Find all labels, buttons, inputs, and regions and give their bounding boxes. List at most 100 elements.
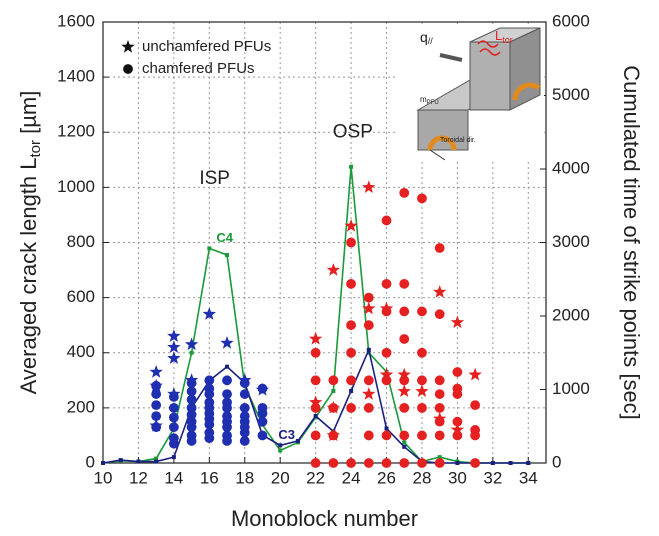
line-point xyxy=(366,347,371,352)
line-point xyxy=(349,388,354,393)
annotation: OSP xyxy=(333,121,373,142)
point xyxy=(415,384,429,397)
point xyxy=(381,278,392,289)
line-point xyxy=(118,458,123,463)
point xyxy=(149,365,163,378)
point xyxy=(204,427,215,438)
x-tick-label: 22 xyxy=(306,468,325,487)
point xyxy=(168,433,179,444)
x-tick-label: 14 xyxy=(164,468,183,487)
inset-q-sub: // xyxy=(428,36,434,46)
inset-m: mPFU xyxy=(420,95,439,105)
line-point xyxy=(154,459,159,464)
point xyxy=(381,430,392,441)
x-tick-label: 16 xyxy=(200,468,219,487)
point xyxy=(309,395,323,408)
point xyxy=(310,375,321,386)
y-tick-label: 400 xyxy=(67,342,95,361)
point xyxy=(381,215,392,226)
point xyxy=(363,292,374,303)
point xyxy=(434,389,445,399)
y-axis-title: Averaged crack length Ltor [µm] xyxy=(16,91,44,395)
point xyxy=(434,402,445,413)
y2-tick-label: 5000 xyxy=(552,85,590,104)
line-point xyxy=(490,461,495,465)
point xyxy=(452,416,463,427)
point xyxy=(452,389,463,399)
point xyxy=(346,237,356,248)
x-tick-label: 34 xyxy=(519,468,538,487)
point xyxy=(399,430,410,441)
line-point xyxy=(207,246,212,251)
point xyxy=(328,375,339,386)
x-tick-label: 24 xyxy=(342,468,361,487)
point xyxy=(204,375,215,386)
point xyxy=(363,458,374,468)
x-tick-label: 10 xyxy=(94,468,113,487)
point xyxy=(470,458,481,468)
x-tick-label: 28 xyxy=(412,468,431,487)
point xyxy=(346,458,356,468)
y-tick-label: 1000 xyxy=(57,177,95,196)
point xyxy=(151,411,162,422)
point xyxy=(434,458,445,468)
point xyxy=(397,367,411,381)
point xyxy=(381,375,392,386)
point xyxy=(186,416,197,427)
point xyxy=(399,187,410,198)
point xyxy=(186,386,197,397)
line-point xyxy=(437,455,442,460)
point xyxy=(326,263,340,276)
line-point xyxy=(526,461,531,465)
x-tick-label: 20 xyxy=(271,468,290,487)
inset-block xyxy=(417,109,469,151)
point xyxy=(309,332,323,345)
point xyxy=(381,458,392,468)
point xyxy=(257,383,268,394)
point xyxy=(310,430,321,441)
point xyxy=(346,278,356,289)
line-point xyxy=(171,455,176,460)
point xyxy=(346,402,356,413)
point xyxy=(168,402,179,413)
inset-m-text: m xyxy=(420,95,427,104)
inset-l: Ltor xyxy=(495,28,513,45)
inset-tube xyxy=(512,82,541,101)
y2-tick-label: 3000 xyxy=(552,232,590,251)
legend-marker xyxy=(121,40,135,53)
point xyxy=(399,375,410,386)
x-tick-label: 30 xyxy=(448,468,467,487)
point xyxy=(363,320,374,331)
point xyxy=(434,375,445,386)
point xyxy=(257,402,268,413)
line-point xyxy=(402,440,407,445)
point xyxy=(434,243,445,253)
point xyxy=(257,430,268,441)
line-point xyxy=(331,388,336,393)
inset-m-sub: PFU xyxy=(427,100,439,106)
plot-frame xyxy=(102,21,547,464)
point xyxy=(417,193,427,204)
line-point xyxy=(278,443,283,448)
line-point xyxy=(189,350,194,355)
point xyxy=(222,389,232,399)
point xyxy=(222,411,232,422)
y2-axis-title: Cumulated time of strike points [sec] xyxy=(619,65,644,420)
legend-label: chamfered PFUs xyxy=(142,60,255,77)
y-tick-label: 600 xyxy=(67,287,95,306)
x-tick-label: 18 xyxy=(235,468,254,487)
point xyxy=(362,180,376,193)
point xyxy=(417,306,427,317)
line-point xyxy=(508,461,513,465)
y-tick-label: 800 xyxy=(67,232,95,251)
point xyxy=(151,380,162,391)
point xyxy=(328,402,339,413)
inset-cracks xyxy=(477,40,501,56)
line-point xyxy=(349,164,354,169)
point xyxy=(167,340,181,353)
point xyxy=(363,402,374,413)
point xyxy=(470,430,481,441)
y2-tick-label: 6000 xyxy=(552,11,590,30)
inset-axis xyxy=(429,149,446,161)
